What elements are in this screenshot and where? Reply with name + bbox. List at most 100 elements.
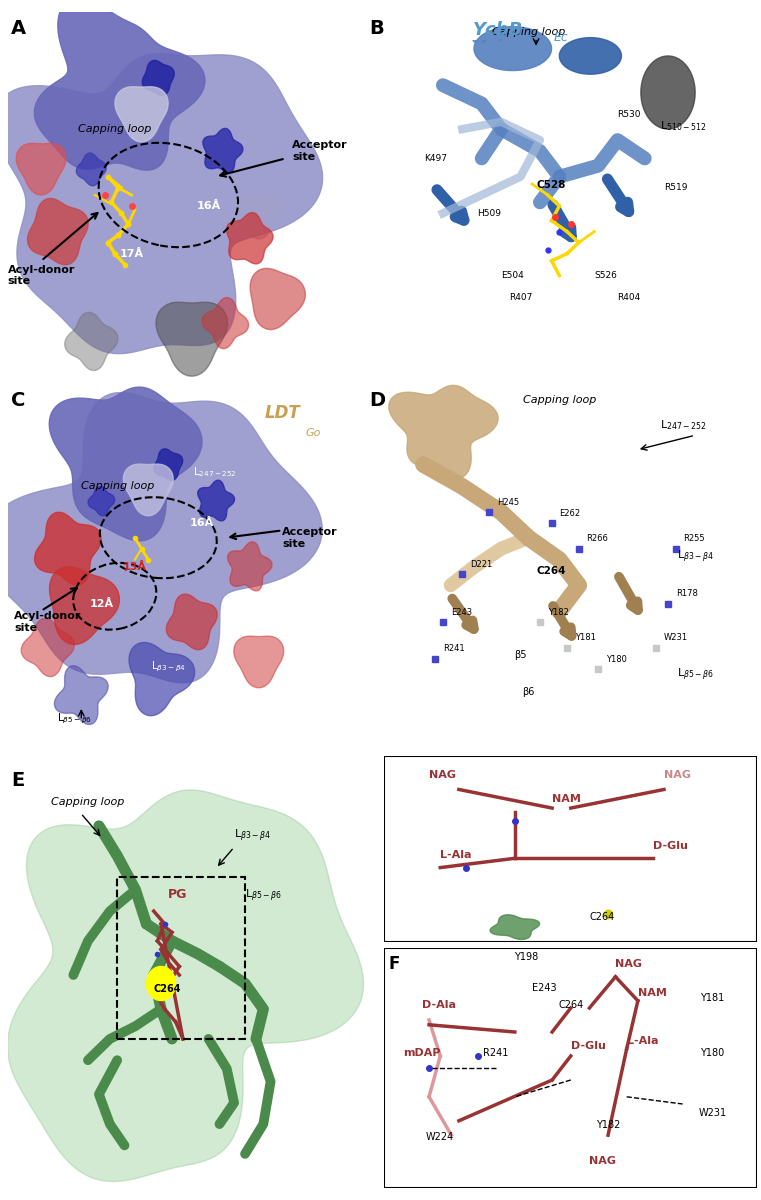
Text: NAM: NAM [552,794,581,804]
Text: E243: E243 [451,607,472,617]
Polygon shape [16,143,66,194]
Text: A: A [11,19,26,38]
Text: NAG: NAG [429,770,456,780]
Text: F: F [388,955,400,973]
Text: LDT: LDT [264,404,300,422]
Text: L$_{β5-β6}$: L$_{β5-β6}$ [245,888,282,904]
Text: 17Å: 17Å [119,248,144,258]
Text: Capping loop: Capping loop [523,395,596,404]
Text: PG: PG [168,888,188,901]
Polygon shape [228,541,272,590]
Polygon shape [154,449,183,480]
Text: B: B [369,19,384,38]
Text: β6: β6 [522,688,534,697]
Polygon shape [123,464,174,516]
Text: Go: Go [306,428,321,438]
Text: Y181: Y181 [575,634,596,642]
Text: 16Å: 16Å [196,200,221,211]
Text: E504: E504 [501,271,524,280]
Text: NAG: NAG [590,1156,616,1166]
Polygon shape [76,154,107,186]
Polygon shape [203,128,243,173]
Text: Ec: Ec [556,60,570,72]
Polygon shape [237,194,281,239]
Text: Capping loop: Capping loop [78,124,151,134]
Text: YcbB: YcbB [473,20,524,38]
Bar [117,877,245,1039]
Text: Acyl-donor
site: Acyl-donor site [8,265,75,287]
Polygon shape [156,302,228,376]
Text: W231: W231 [699,1108,727,1118]
Text: C264: C264 [558,1000,584,1010]
Polygon shape [142,60,174,95]
Text: Acceptor
site: Acceptor site [282,527,338,548]
Text: R178: R178 [676,589,698,599]
Text: YcbB: YcbB [471,38,526,58]
Text: R241: R241 [483,1048,509,1058]
Polygon shape [0,54,323,354]
Polygon shape [167,594,217,649]
Text: C528: C528 [536,180,565,190]
Polygon shape [490,914,540,940]
Text: L$_{β3-β4}$: L$_{β3-β4}$ [234,828,272,845]
Polygon shape [0,392,322,683]
Text: E243: E243 [533,983,557,994]
Text: L$_{510-512}$: L$_{510-512}$ [660,119,707,133]
Text: L$_{247-252}$: L$_{247-252}$ [660,418,707,432]
Text: R255: R255 [683,534,705,544]
Polygon shape [559,37,622,74]
Text: L$_{247-252}$: L$_{247-252}$ [193,466,237,479]
Text: Y182: Y182 [596,1120,620,1130]
Text: H509: H509 [477,209,501,217]
Polygon shape [227,212,273,264]
Text: D-Glu: D-Glu [571,1040,606,1051]
Text: C264: C264 [590,912,615,922]
Text: H245: H245 [497,498,519,506]
Polygon shape [49,566,119,644]
Text: 16Å: 16Å [189,518,214,528]
Polygon shape [361,8,748,359]
Polygon shape [115,86,168,142]
Polygon shape [21,618,75,677]
Text: NAG: NAG [664,770,691,780]
Polygon shape [250,269,305,330]
Text: W224: W224 [426,1132,454,1142]
Polygon shape [202,298,249,349]
Polygon shape [49,388,202,541]
Text: NAM: NAM [638,988,667,998]
Text: S526: S526 [594,271,617,280]
Polygon shape [8,790,364,1182]
Text: Capping loop: Capping loop [492,26,565,37]
Polygon shape [389,385,498,479]
Text: β5: β5 [514,650,527,660]
Text: R266: R266 [587,534,608,544]
Text: Y182: Y182 [548,607,568,617]
Text: D221: D221 [470,560,492,569]
Text: mDAP: mDAP [403,1048,441,1058]
Polygon shape [34,0,205,170]
Text: C264: C264 [154,984,181,994]
Polygon shape [198,480,234,521]
Polygon shape [234,636,284,688]
Text: Y180: Y180 [606,655,627,664]
Text: L$_{β5-β6}$: L$_{β5-β6}$ [57,712,92,726]
Text: C: C [11,391,25,410]
Text: E: E [11,770,24,790]
Text: R241: R241 [443,644,464,653]
Text: D-Ala: D-Ala [422,1000,456,1010]
Text: Y180: Y180 [700,1048,724,1058]
Text: D-Glu: D-Glu [653,841,688,851]
Text: Capping loop: Capping loop [52,797,125,806]
Text: R530: R530 [617,110,641,119]
Text: L$_{β3-β4}$: L$_{β3-β4}$ [151,660,186,674]
Polygon shape [88,486,115,516]
Text: E262: E262 [559,509,581,517]
Text: W231: W231 [664,634,688,642]
Polygon shape [65,312,118,371]
Polygon shape [54,666,108,725]
Polygon shape [27,198,88,265]
Text: R407: R407 [509,293,532,302]
Text: Capping loop: Capping loop [81,481,154,492]
Text: Ec: Ec [553,31,568,44]
Text: L-Ala: L-Ala [627,1036,658,1046]
